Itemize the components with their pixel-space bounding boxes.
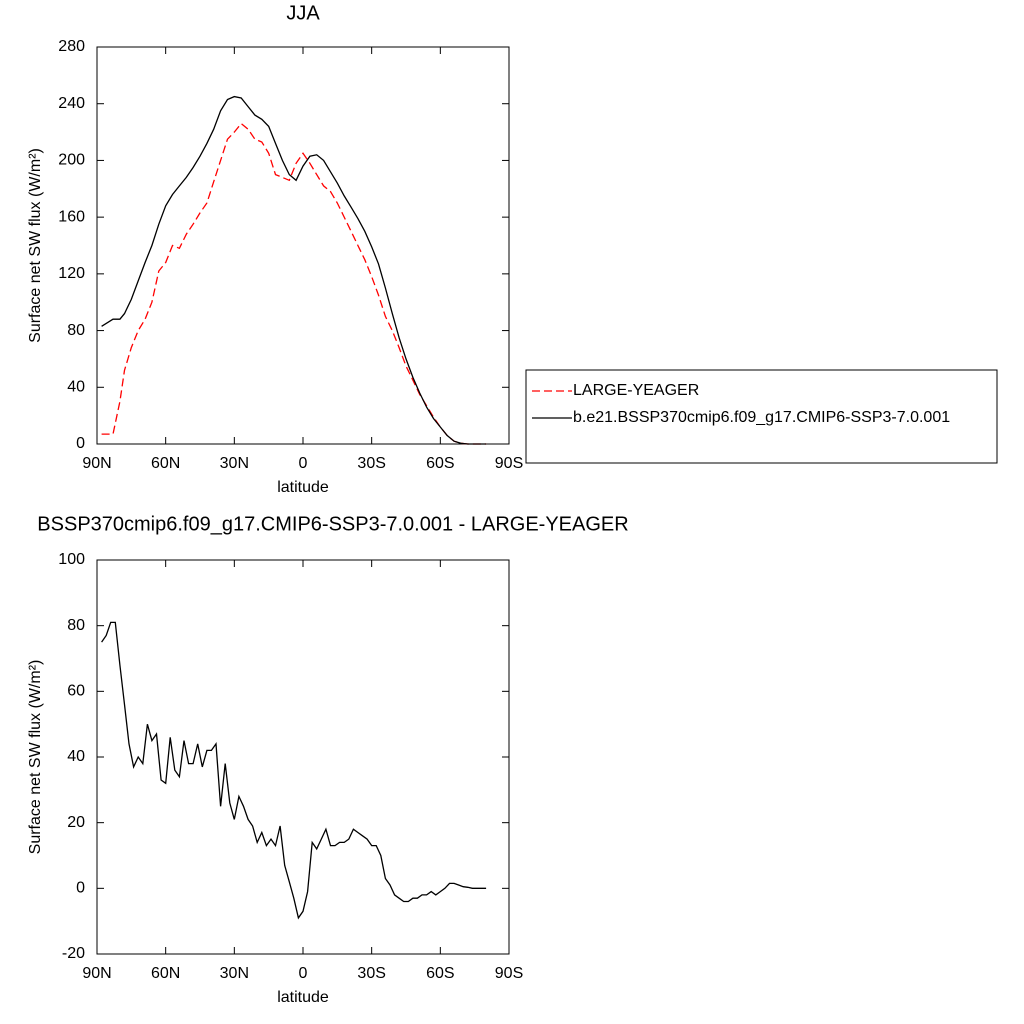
y-tick-label: 20	[67, 814, 85, 831]
data-line	[101, 95, 487, 445]
y-tick-label: 0	[76, 435, 85, 452]
y-tick-label: 280	[58, 38, 85, 55]
x-tick-label: 60S	[426, 455, 454, 472]
x-tick-label: 60S	[426, 965, 454, 982]
x-tick-label: 30S	[357, 965, 385, 982]
legend-box	[525, 369, 998, 464]
y-tick-label: 0	[76, 880, 85, 897]
x-tick-label: 90S	[495, 965, 523, 982]
y-tick-label: 100	[58, 551, 85, 568]
y-tick-label: 40	[67, 748, 85, 765]
x-axis-label: latitude	[277, 989, 329, 1006]
legend-label: LARGE-YEAGER	[573, 382, 699, 399]
y-tick-label: 200	[58, 152, 85, 169]
y-tick-label: 80	[67, 322, 85, 339]
x-tick-label: 90S	[495, 455, 523, 472]
chart-title: BSSP370cmip6.f09_g17.CMIP6-SSP3-7.0.001 …	[37, 513, 628, 535]
x-tick-label: 30N	[220, 965, 249, 982]
data-line	[101, 621, 487, 920]
x-tick-label: 0	[299, 455, 308, 472]
y-tick-label: 60	[67, 683, 85, 700]
x-tick-label: 30N	[220, 455, 249, 472]
y-tick-label: 160	[58, 208, 85, 225]
legend-label: b.e21.BSSP370cmip6.f09_g17.CMIP6-SSP3-7.…	[573, 409, 950, 426]
x-tick-label: 30S	[357, 455, 385, 472]
x-tick-label: 60N	[151, 965, 180, 982]
y-tick-label: 240	[58, 95, 85, 112]
y-axis-label: Surface net SW flux (W/m²)	[27, 148, 44, 343]
y-tick-label: -20	[62, 945, 85, 962]
x-tick-label: 60N	[151, 455, 180, 472]
x-tick-label: 0	[299, 965, 308, 982]
y-tick-label: 120	[58, 265, 85, 282]
y-tick-label: 80	[67, 617, 85, 634]
x-tick-label: 90N	[82, 965, 111, 982]
x-axis-label: latitude	[277, 479, 329, 496]
y-tick-label: 40	[67, 379, 85, 396]
chart-title: JJA	[286, 2, 320, 24]
x-tick-label: 90N	[82, 455, 111, 472]
y-axis-label: Surface net SW flux (W/m²)	[27, 660, 44, 855]
